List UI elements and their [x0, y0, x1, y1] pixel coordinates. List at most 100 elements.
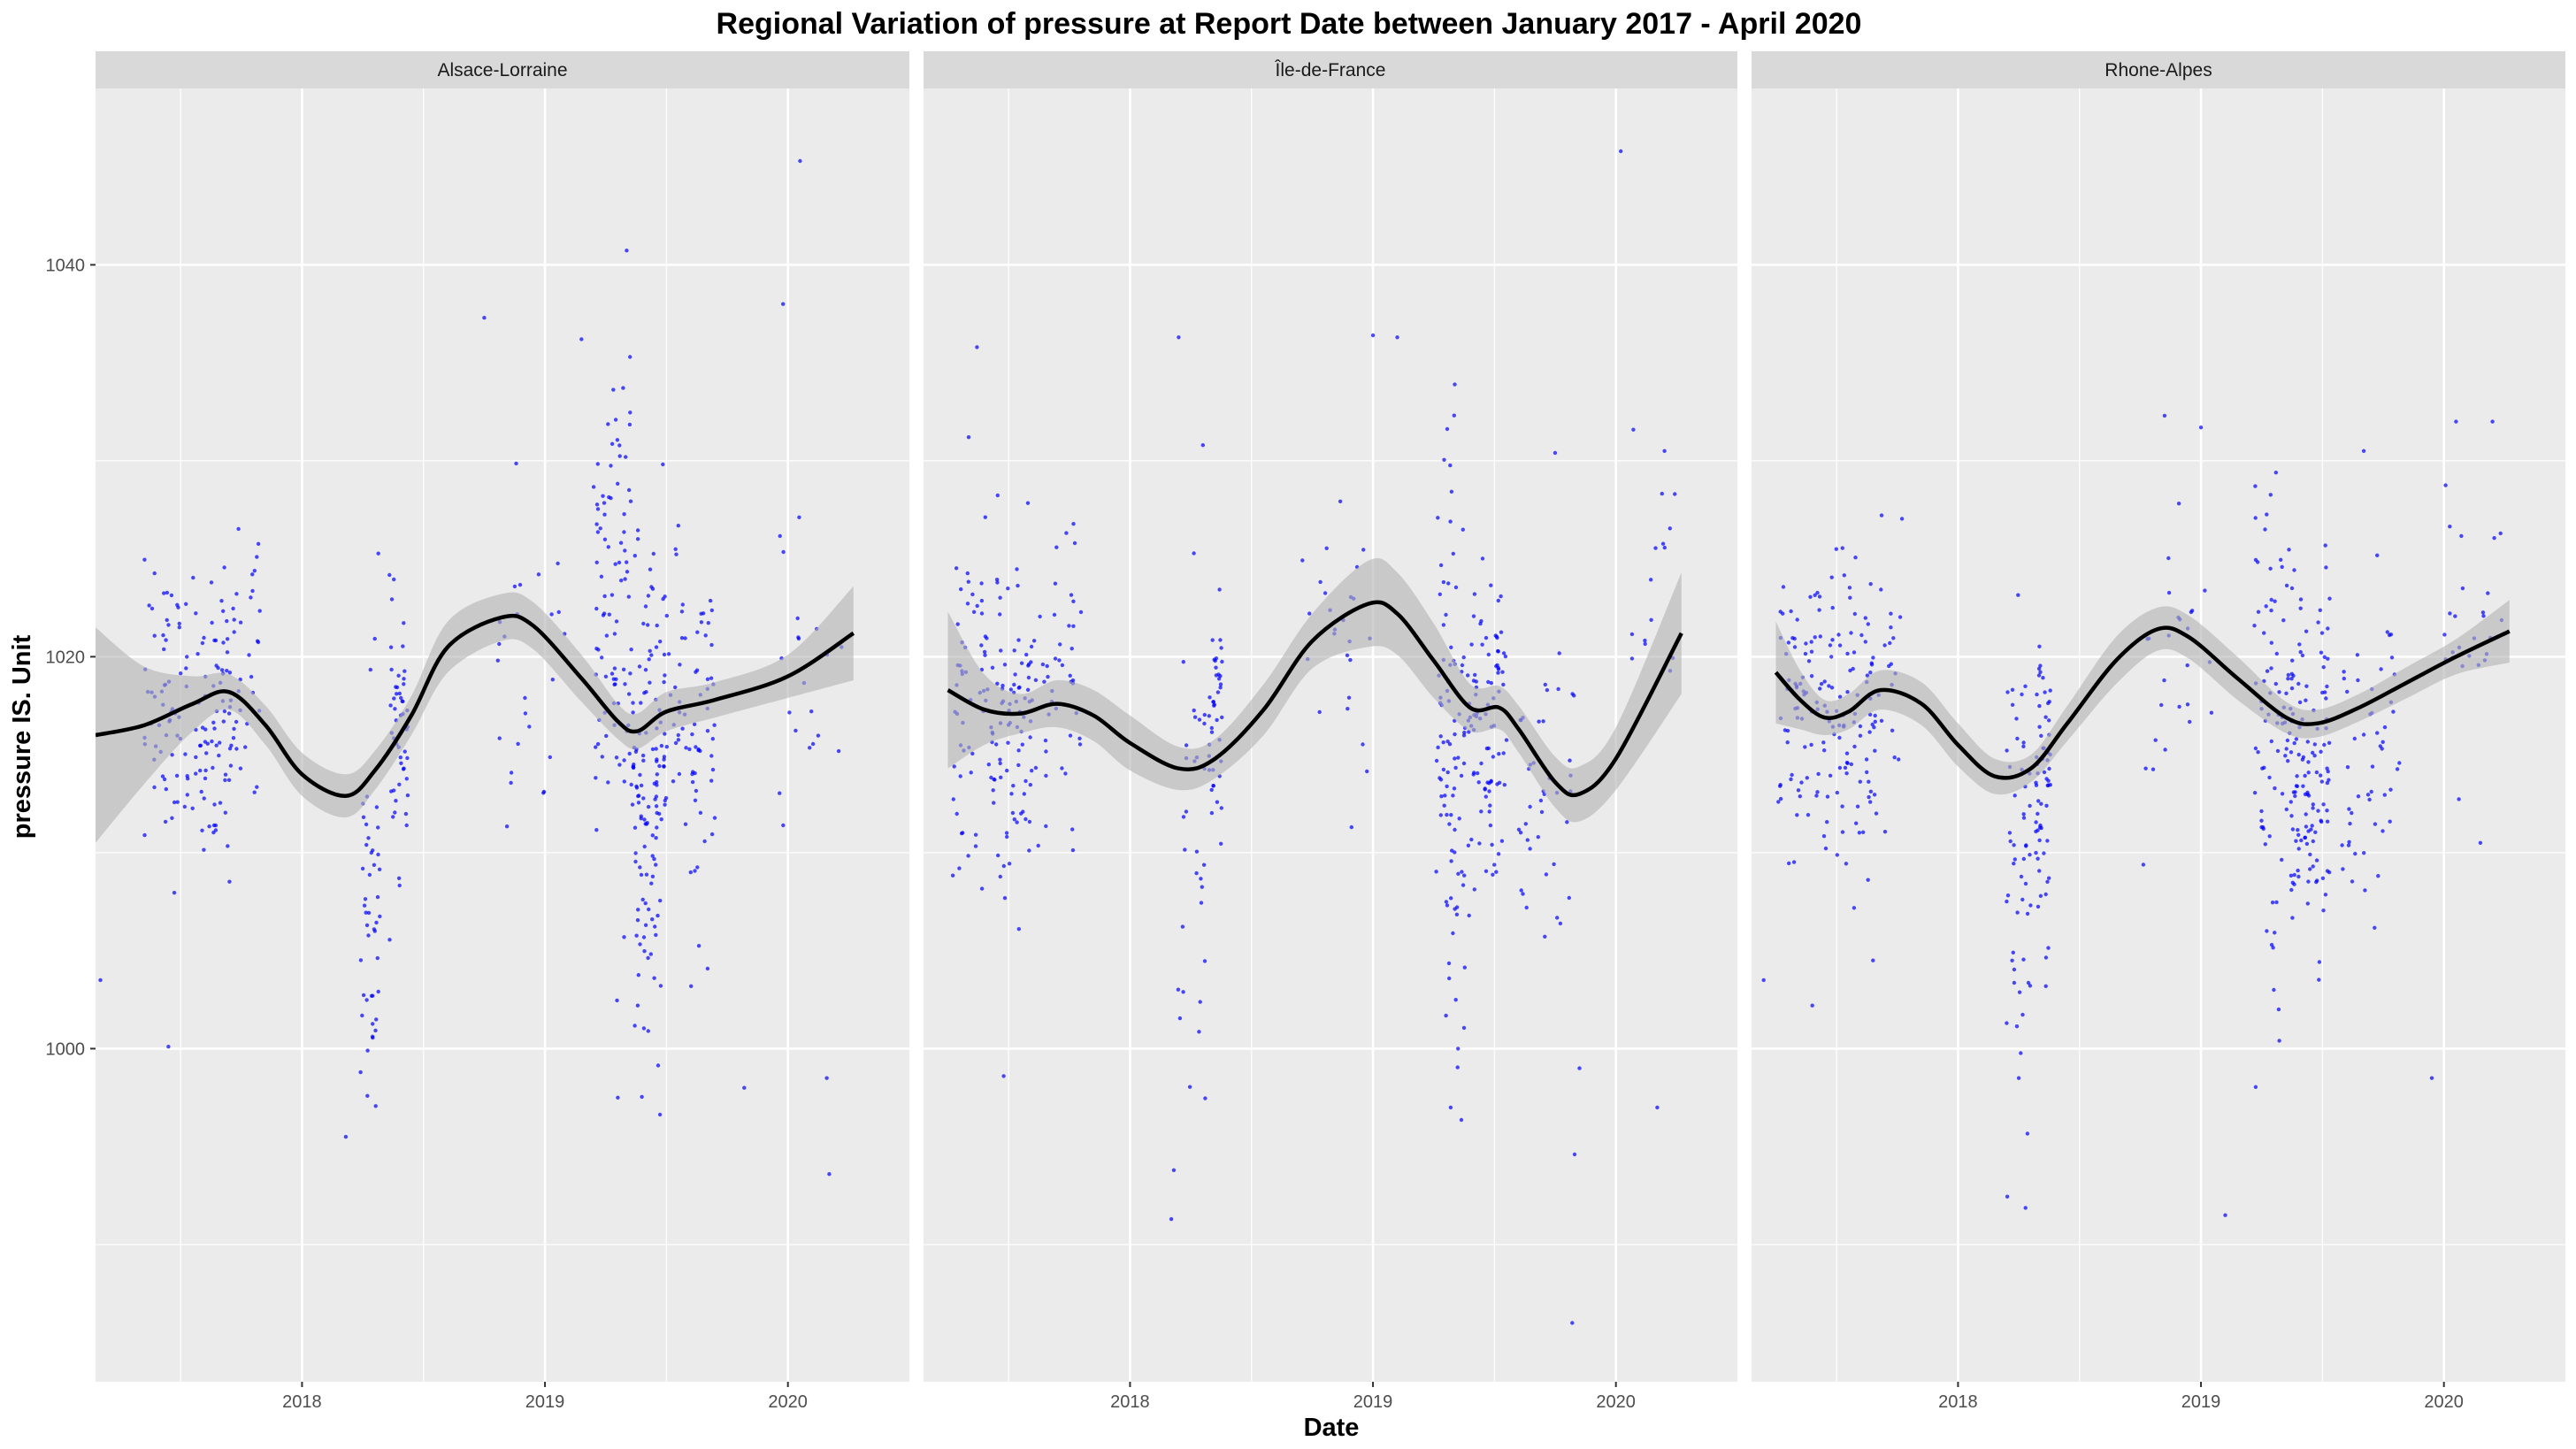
- data-point: [1502, 783, 1507, 787]
- data-point: [225, 618, 229, 624]
- data-point: [1338, 499, 1343, 503]
- data-point: [1538, 798, 1544, 803]
- data-point: [1825, 794, 1830, 799]
- data-point: [2028, 853, 2032, 857]
- data-point: [1453, 998, 1458, 1002]
- data-point: [647, 907, 651, 912]
- data-point: [2019, 1051, 2023, 1055]
- data-point: [2498, 531, 2503, 536]
- data-point: [653, 924, 657, 929]
- data-point: [2046, 946, 2051, 950]
- data-point: [402, 766, 406, 770]
- data-point: [518, 582, 523, 587]
- data-point: [1806, 813, 1811, 817]
- data-point: [1821, 740, 1826, 745]
- data-point: [595, 530, 601, 534]
- data-point: [2298, 649, 2303, 655]
- data-point: [622, 530, 626, 534]
- data-point: [523, 711, 528, 716]
- data-point: [1218, 686, 1223, 690]
- data-point: [1438, 813, 1444, 817]
- data-point: [2274, 651, 2279, 656]
- data-point: [647, 657, 651, 662]
- data-point: [2035, 692, 2039, 697]
- data-point: [371, 1035, 375, 1040]
- data-point: [1848, 668, 1852, 673]
- data-point: [1537, 719, 1541, 724]
- data-point: [1026, 675, 1031, 680]
- data-point: [2323, 690, 2327, 694]
- data-point: [482, 316, 487, 320]
- data-point: [1324, 546, 1329, 550]
- data-point: [663, 673, 667, 678]
- data-point: [2316, 809, 2320, 813]
- data-point: [1473, 672, 1477, 678]
- data-point: [966, 435, 971, 440]
- data-point: [1489, 779, 1493, 784]
- data-point: [2296, 847, 2301, 851]
- data-point: [683, 636, 687, 640]
- data-point: [2303, 835, 2308, 840]
- data-point: [1469, 837, 1474, 842]
- data-point: [1861, 830, 1866, 834]
- data-point: [979, 581, 984, 586]
- data-point: [709, 642, 714, 648]
- data-point: [2310, 824, 2314, 828]
- data-point: [613, 562, 617, 566]
- data-point: [1873, 748, 1877, 753]
- data-point: [165, 617, 169, 623]
- data-point: [196, 652, 200, 656]
- data-point: [1484, 869, 1489, 873]
- data-point: [2042, 851, 2046, 855]
- data-point: [1441, 623, 1446, 627]
- data-point: [1445, 903, 1450, 908]
- data-point: [661, 596, 665, 602]
- data-point: [979, 598, 985, 603]
- data-point: [404, 823, 409, 828]
- data-point: [2290, 658, 2295, 663]
- data-point: [633, 859, 638, 864]
- data-point: [2016, 1076, 2021, 1080]
- data-point: [2319, 650, 2324, 655]
- data-point: [1043, 738, 1048, 743]
- data-point: [1795, 813, 1799, 817]
- data-point: [662, 679, 666, 685]
- data-point: [2291, 673, 2296, 678]
- data-point: [1449, 489, 1454, 494]
- data-point: [172, 891, 177, 895]
- panel-background: [1752, 88, 2565, 1382]
- data-point: [2011, 950, 2015, 955]
- data-point: [2252, 624, 2257, 628]
- data-point: [2300, 757, 2305, 762]
- data-point: [628, 355, 632, 359]
- data-point: [2037, 869, 2042, 873]
- data-point: [226, 711, 232, 716]
- data-point: [2311, 802, 2315, 807]
- data-point: [994, 742, 999, 747]
- data-point: [2141, 862, 2146, 867]
- data-point: [2014, 1024, 2020, 1029]
- data-point: [164, 638, 168, 642]
- data-point: [2026, 980, 2031, 985]
- data-point: [1209, 725, 1215, 731]
- data-point: [1476, 780, 1481, 785]
- data-point: [673, 740, 678, 746]
- data-point: [1477, 841, 1482, 846]
- data-point: [709, 676, 714, 680]
- data-point: [1016, 748, 1021, 753]
- data-point: [626, 487, 632, 493]
- data-point: [1815, 790, 1820, 794]
- data-point: [177, 625, 181, 630]
- data-point: [1070, 678, 1076, 683]
- data-point: [177, 621, 181, 626]
- data-point: [1348, 657, 1353, 663]
- data-point: [2460, 586, 2465, 591]
- data-point: [1852, 744, 1857, 749]
- data-point: [1858, 724, 1863, 729]
- data-point: [1497, 752, 1501, 756]
- data-point: [2292, 740, 2296, 746]
- data-point: [1006, 586, 1010, 591]
- data-point: [795, 616, 800, 621]
- data-point: [654, 836, 658, 840]
- data-point: [628, 410, 632, 415]
